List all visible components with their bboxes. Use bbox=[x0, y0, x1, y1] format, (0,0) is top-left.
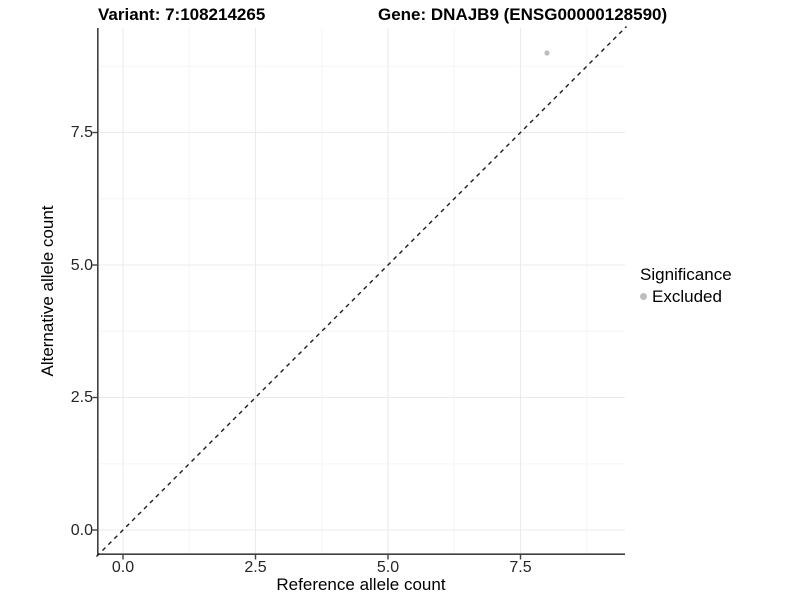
x-tick-label: 5.0 bbox=[376, 559, 400, 576]
legend-entry-label: Excluded bbox=[652, 287, 722, 306]
y-tick-label: 0.0 bbox=[70, 521, 93, 539]
identity-dashed-line bbox=[96, 26, 627, 557]
legend-title: Significance bbox=[640, 265, 732, 284]
x-tick-label: 0.0 bbox=[111, 559, 135, 576]
x-tick-label: 2.5 bbox=[244, 559, 267, 576]
variant-title: Variant: 7:108214265 bbox=[98, 5, 266, 24]
plot-panel bbox=[92, 26, 627, 560]
legend: Significance Excluded bbox=[640, 264, 732, 306]
y-tick-label: 2.5 bbox=[70, 389, 93, 406]
y-tick-label: 5.0 bbox=[70, 256, 93, 274]
x-tick-label: 7.5 bbox=[509, 559, 532, 576]
legend-point-swatch bbox=[640, 293, 647, 300]
y-axis-title: Alternative allele count bbox=[38, 205, 57, 377]
legend-entry-excluded: Excluded bbox=[640, 287, 732, 306]
data-point bbox=[544, 50, 550, 56]
gene-title: Gene: DNAJB9 (ENSG00000128590) bbox=[378, 5, 668, 24]
x-axis-title: Reference allele count bbox=[276, 575, 446, 594]
y-tick-label: 7.5 bbox=[70, 124, 93, 141]
